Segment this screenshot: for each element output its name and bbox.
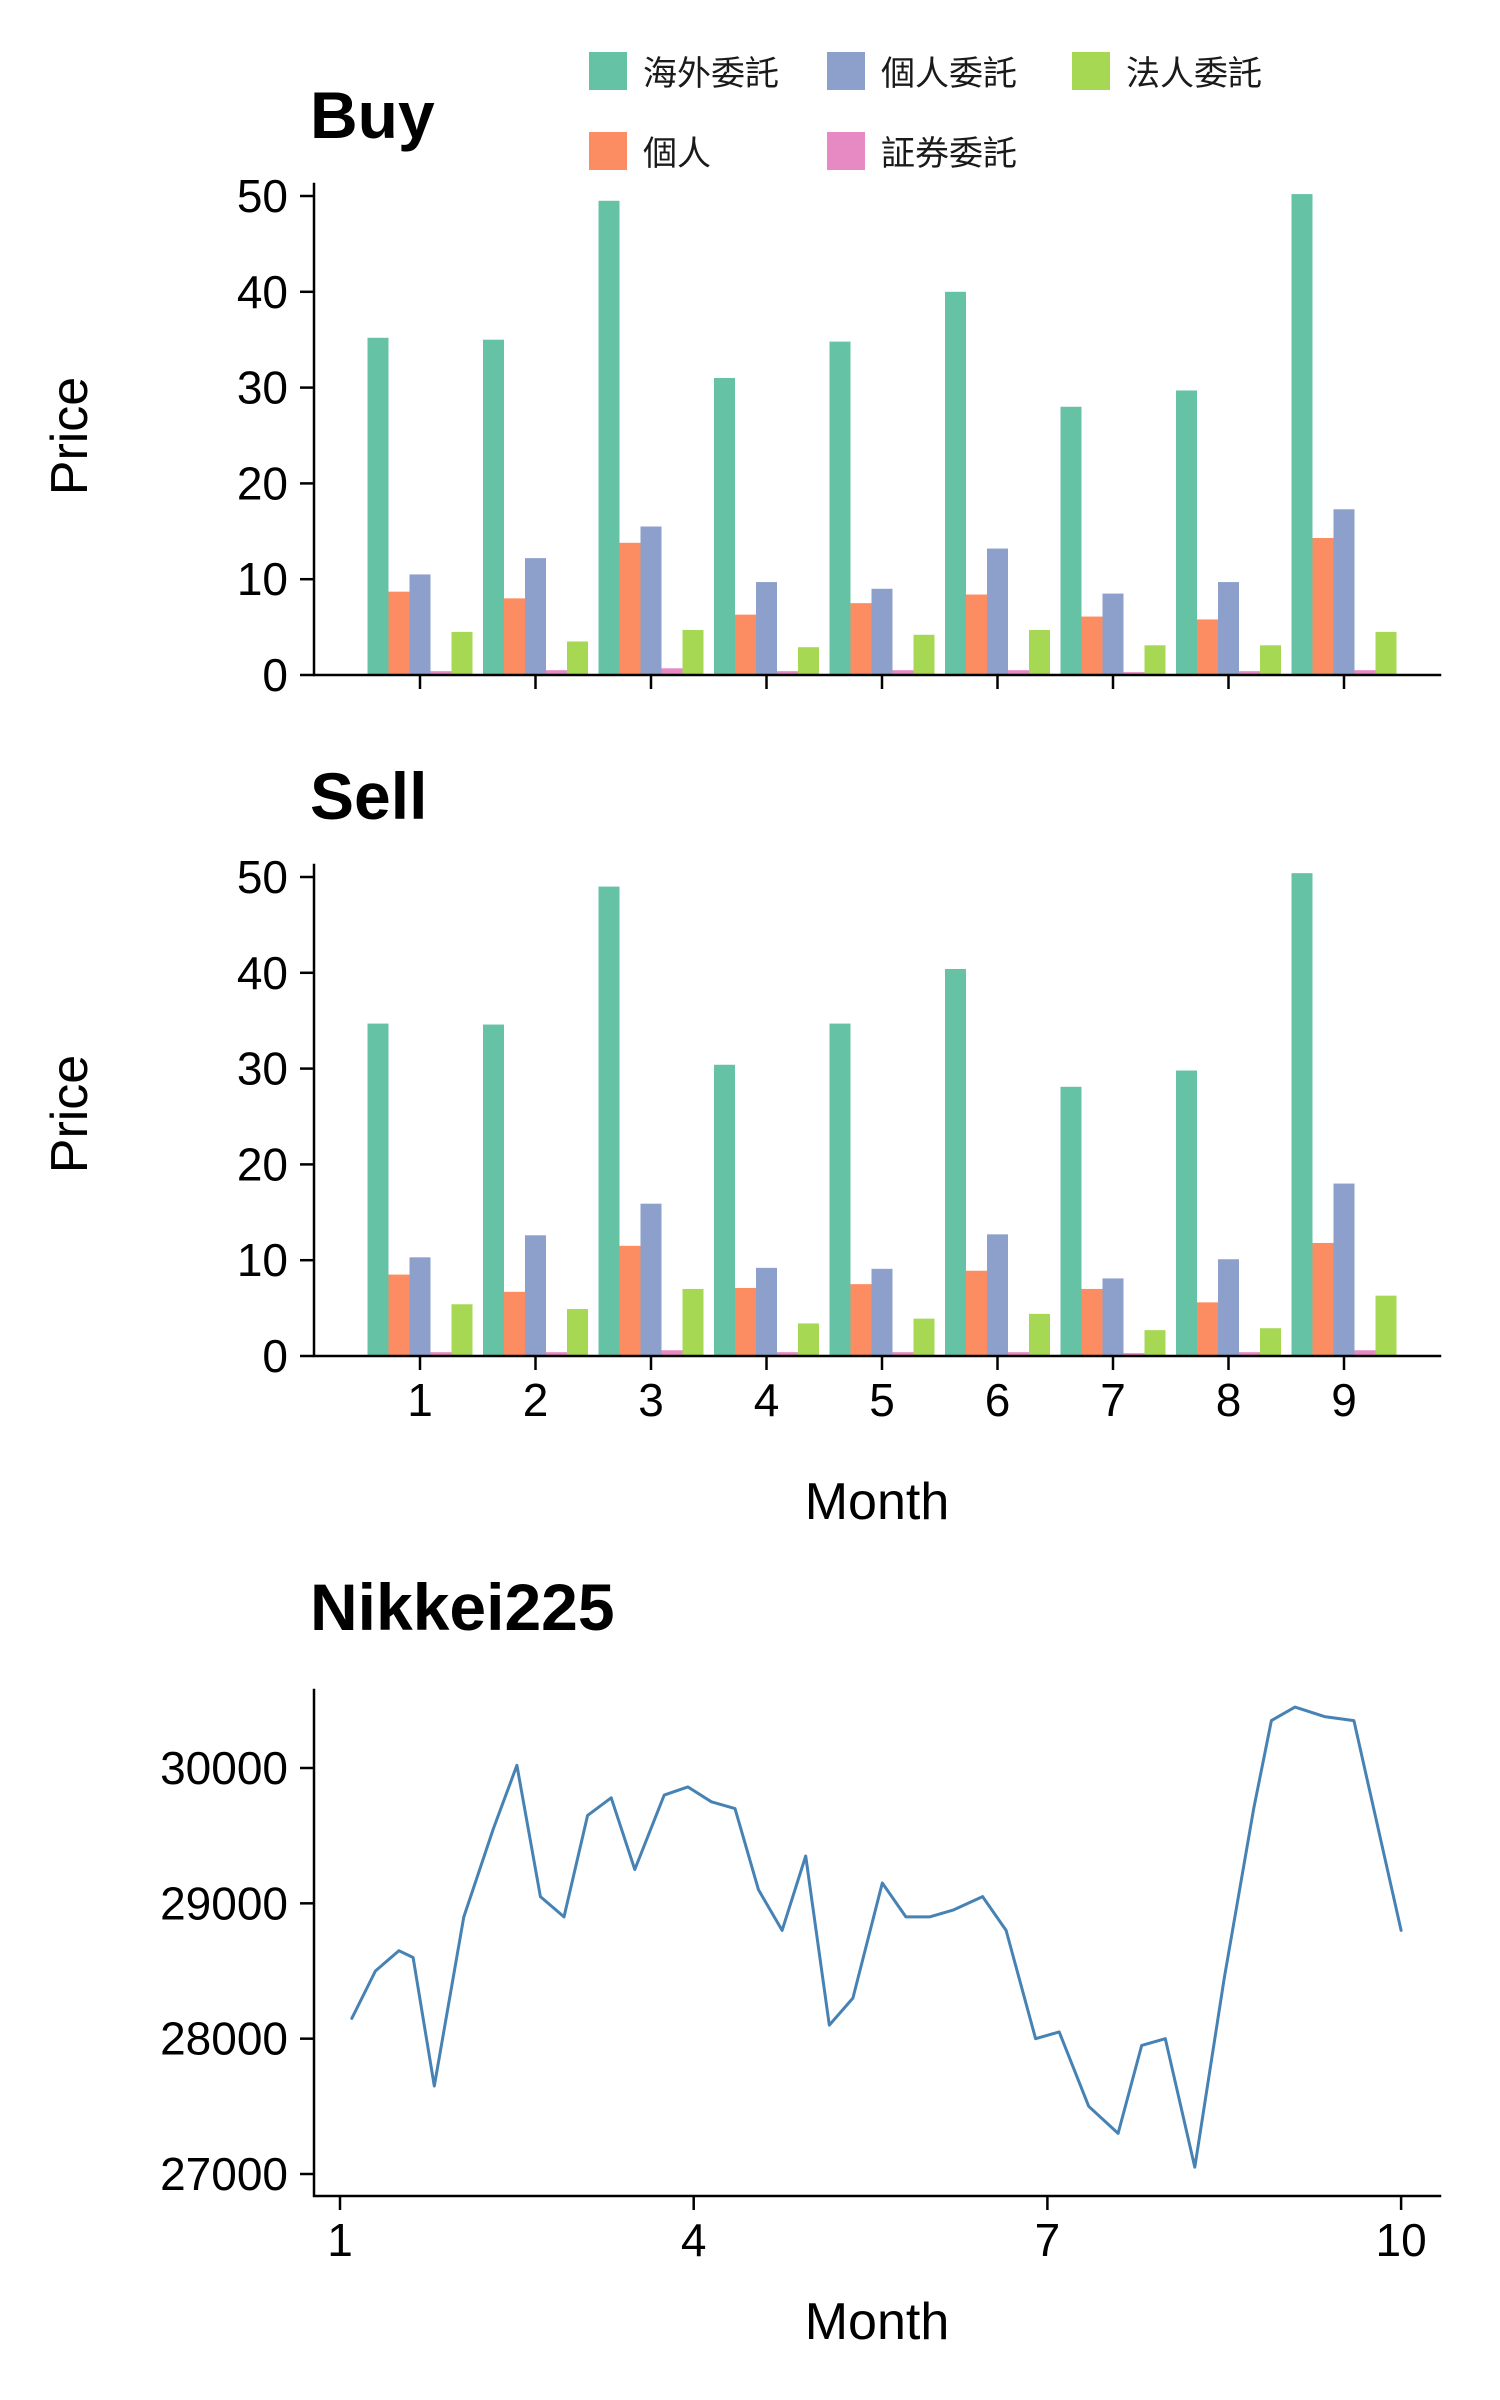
sell-x-axis-label: Month [804,1473,950,1531]
svg-text:40: 40 [237,947,288,999]
svg-text:10: 10 [237,1234,288,1286]
svg-text:0: 0 [262,649,288,700]
legend-column: 海外委託 個人 [589,46,827,175]
legend-label: 個人委託 [881,55,1017,93]
buy-bar-chart: 0 10 20 30 40 50 [237,170,1442,700]
svg-text:30000: 30000 [160,1742,288,1794]
svg-text:30: 30 [237,362,288,414]
nikkei-x-axis-label: Month [804,2293,950,2351]
svg-text:10: 10 [1376,2214,1427,2266]
sell-chart-title: Sell [310,759,428,833]
svg-text:20: 20 [237,457,288,509]
legend-label: 法人委託 [1126,55,1262,93]
legend-swatch-icon [589,51,627,90]
legend-item-kaigai-itaku: 海外委託 [589,46,827,95]
svg-text:7: 7 [1035,2214,1061,2266]
legend-item-shoken-itaku: 証券委託 [827,126,1072,175]
legend-column: 法人委託 [1072,46,1262,175]
legend-label: 証券委託 [881,135,1017,173]
svg-text:8: 8 [1216,1374,1242,1426]
legend-item-kojin-itaku: 個人委託 [827,46,1072,95]
svg-text:4: 4 [681,2214,707,2266]
legend-label: 個人 [643,135,711,173]
svg-text:20: 20 [237,1138,288,1190]
sell-bar-chart: 0 10 20 30 40 50 1 2 3 4 5 6 7 8 9 [237,851,1442,1426]
svg-text:28000: 28000 [160,2013,288,2065]
svg-text:50: 50 [237,851,288,903]
svg-text:1: 1 [407,1374,433,1426]
svg-text:50: 50 [237,170,288,222]
legend-swatch-icon [1072,51,1110,90]
svg-text:2: 2 [523,1374,549,1426]
svg-text:7: 7 [1100,1374,1126,1426]
svg-text:9: 9 [1331,1374,1357,1426]
buy-chart-title: Buy [310,78,435,152]
svg-text:0: 0 [262,1330,288,1382]
legend-item-hojin-itaku: 法人委託 [1072,46,1262,95]
nikkei-line-chart: 27000 28000 29000 30000 1 4 7 10 [160,1688,1442,2266]
svg-text:30: 30 [237,1043,288,1095]
svg-text:27000: 27000 [160,2148,288,2200]
svg-text:29000: 29000 [160,1877,288,1929]
legend-swatch-icon [827,131,865,170]
legend-swatch-icon [827,51,865,90]
legend-item-kojin: 個人 [589,126,827,175]
svg-text:3: 3 [638,1374,664,1426]
chart-legend: 海外委託 個人 個人委託 証券委託 法人委託 [589,46,1262,175]
svg-text:40: 40 [237,266,288,318]
nikkei-chart-title: Nikkei225 [310,1570,615,1644]
legend-column: 個人委託 証券委託 [827,46,1072,175]
svg-text:10: 10 [237,553,288,605]
svg-text:4: 4 [754,1374,780,1426]
svg-text:1: 1 [327,2214,353,2266]
legend-swatch-icon [589,131,627,170]
legend-label: 海外委託 [643,55,779,93]
svg-text:5: 5 [869,1374,895,1426]
svg-text:6: 6 [985,1374,1011,1426]
